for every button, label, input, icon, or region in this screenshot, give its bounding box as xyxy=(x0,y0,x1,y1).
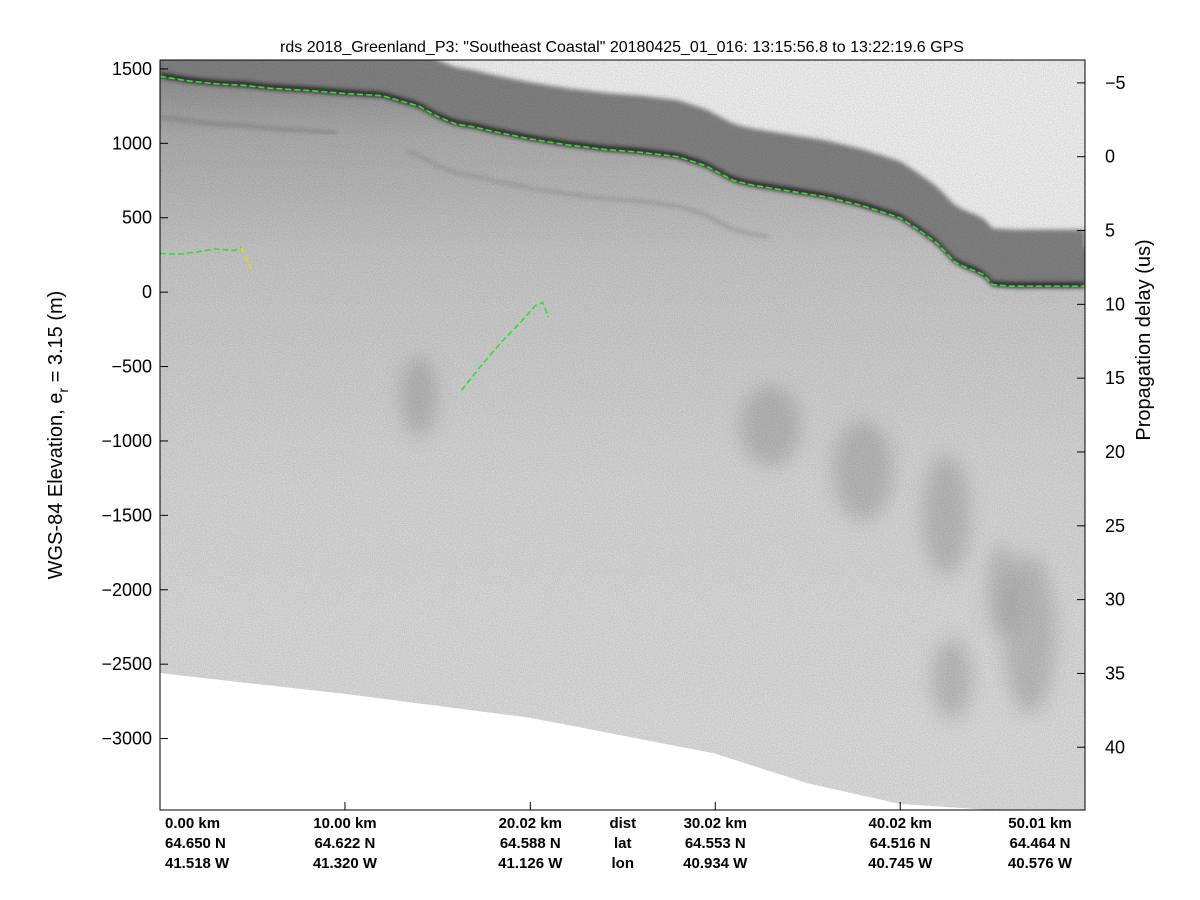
surface-pick-line xyxy=(160,75,1085,287)
plot-frame xyxy=(159,59,1086,811)
y-tick-label: 0 xyxy=(142,282,152,302)
footer-lon-value: 40.745 W xyxy=(868,855,933,872)
footer-dist-value: 40.02 km xyxy=(869,815,932,832)
bed-pick-line xyxy=(460,301,550,391)
footer-lat-value: 64.588 N xyxy=(500,835,561,852)
echogram-plot-area xyxy=(160,60,1085,810)
footer-lat-value: 64.622 N xyxy=(315,835,376,852)
footer-lat-value: 64.650 N xyxy=(165,835,226,852)
bed-uncertain-pick-line xyxy=(240,247,252,269)
footer-lat-value: 64.516 N xyxy=(870,835,931,852)
y2-tick-label: 25 xyxy=(1105,516,1125,536)
y-tick-label: −1500 xyxy=(101,505,152,525)
footer-dist-value: 0.00 km xyxy=(165,815,220,832)
right-axis-title: Propagation delay (us) xyxy=(1133,239,1155,440)
y-tick-label: 500 xyxy=(122,208,152,228)
left-axis-title: WGS-84 Elevation, er = 3.15 (m) xyxy=(45,291,71,580)
footer-lat-value: 64.464 N xyxy=(1010,835,1071,852)
footer-lon-value: 41.126 W xyxy=(498,855,563,872)
footer-lon-value: 40.934 W xyxy=(683,855,748,872)
layer-picks xyxy=(160,75,1085,391)
footer-dist-value: 50.01 km xyxy=(1008,815,1071,832)
footer-dist-value: 10.00 km xyxy=(313,815,376,832)
echogram-no-data-region xyxy=(160,673,993,810)
y2-tick-label: 5 xyxy=(1105,221,1115,241)
footer-lon-value: 40.576 W xyxy=(1008,855,1073,872)
y2-tick-label: 20 xyxy=(1105,442,1125,462)
y-tick-label: −2000 xyxy=(101,580,152,600)
footer-lon-value: 41.518 W xyxy=(165,855,230,872)
x-axis xyxy=(159,802,1086,810)
y-tick-label: −2500 xyxy=(101,654,152,674)
footer-row-label-lon: lon xyxy=(612,855,635,872)
left-axis-title-suffix: = 3.15 (m) xyxy=(45,291,67,388)
y-tick-label: −500 xyxy=(111,357,152,377)
bed-pick-line xyxy=(160,246,242,256)
y2-tick-label: 40 xyxy=(1105,737,1125,757)
y-tick-label: 1500 xyxy=(112,59,152,79)
footer-dist-value: 20.02 km xyxy=(499,815,562,832)
y2-tick-label: 15 xyxy=(1105,368,1125,388)
y-tick-label: −3000 xyxy=(101,729,152,749)
footer-dist-value: 30.02 km xyxy=(684,815,747,832)
y-tick-label: −1000 xyxy=(101,431,152,451)
y2-tick-label: −5 xyxy=(1105,73,1126,93)
footer-lat-value: 64.553 N xyxy=(685,835,746,852)
left-y-axis: 1500 1000 500 0 −500 −1000 −1500 −2000 −2500 −300… xyxy=(101,59,168,749)
left-axis-title-subscript: r xyxy=(55,388,71,393)
echogram-speckle xyxy=(160,60,1085,810)
footer-row-label-dist: dist xyxy=(609,815,636,832)
footer-row-label-lat: lat xyxy=(614,835,632,852)
footer-lon-value: 41.320 W xyxy=(313,855,378,872)
chart-title: rds 2018_Greenland_P3: "Southeast Coasta… xyxy=(280,39,964,56)
y2-tick-label: 35 xyxy=(1105,663,1125,683)
y2-tick-label: 10 xyxy=(1105,294,1125,314)
left-axis-title-main: WGS-84 Elevation, e xyxy=(45,393,67,580)
location-footer: 0.00 km 64.650 N 41.518 W 10.00 km 64.622 N 4… xyxy=(165,815,1073,872)
y-tick-label: 1000 xyxy=(112,133,152,153)
y2-tick-label: 30 xyxy=(1105,590,1125,610)
right-y-axis: −5 0 5 10 15 20 25 30 35 40 xyxy=(1077,73,1126,757)
y2-tick-label: 0 xyxy=(1105,147,1115,167)
